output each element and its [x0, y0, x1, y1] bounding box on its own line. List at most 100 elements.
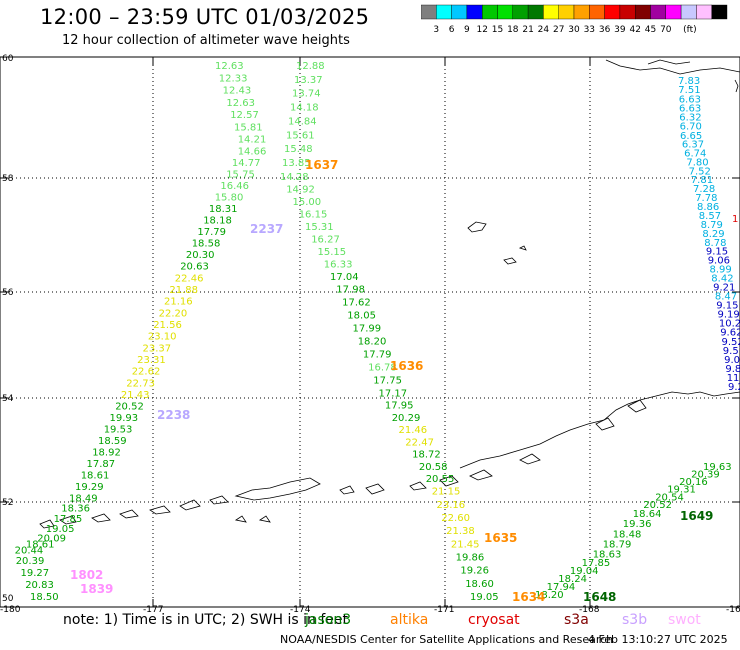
- track-value: 14.28: [280, 172, 309, 183]
- track-value: 20.52: [115, 402, 144, 413]
- colorbar-swatch: [619, 4, 636, 20]
- track-value: 13.85: [282, 158, 311, 169]
- track-value: 19.29: [75, 482, 104, 493]
- pass-time-label: 1636: [390, 359, 423, 373]
- track-value: 6.74: [684, 149, 706, 160]
- track-value: 8.86: [697, 202, 719, 213]
- track-value: 19.36: [623, 519, 652, 530]
- track-value: 15.31: [305, 222, 334, 233]
- track-value: 14.77: [232, 158, 261, 169]
- track-value: 6.32: [679, 113, 701, 124]
- track-value: 19.05: [46, 524, 75, 535]
- latitude-labels: 60 58 56 54 52 50: [2, 54, 14, 604]
- alaska-coast: [734, 79, 739, 93]
- track-value: 18.49: [69, 493, 98, 504]
- track-value: 12.63: [226, 98, 255, 109]
- track-value: 18.36: [61, 504, 90, 515]
- lon-label: -16: [726, 605, 740, 615]
- track-value: 21.16: [164, 297, 193, 308]
- track-value: 7.78: [695, 193, 717, 204]
- colorbar-label: 33: [584, 25, 595, 35]
- satellite-legend-altika: altika: [390, 612, 429, 628]
- track-value: 6.70: [680, 122, 702, 133]
- colorbar-swatch: [512, 4, 529, 20]
- track-value: 20.52: [643, 500, 672, 511]
- track-value: 15.81: [234, 122, 263, 133]
- colorbar-swatch: [497, 4, 514, 20]
- track-value: 15.00: [293, 197, 322, 208]
- satellite-legend-swot: swot: [668, 612, 701, 628]
- track-value: 22.62: [132, 367, 161, 378]
- track-value: 12.57: [230, 110, 259, 121]
- colorbar-swatch: [543, 4, 559, 20]
- track-value: 20.55: [426, 474, 455, 485]
- coastlines: [39, 59, 740, 529]
- track-value: 21.38: [446, 526, 475, 537]
- track-value: 14.21: [238, 135, 267, 146]
- colorbar-swatch: [650, 4, 667, 20]
- track-value: 21.43: [121, 390, 150, 401]
- lat-label: 60: [2, 54, 14, 64]
- pass-time-label: 2238: [157, 408, 190, 422]
- lat-label: 56: [2, 288, 14, 298]
- colorbar-swatch: [589, 4, 605, 20]
- track-value: 19.53: [104, 425, 133, 436]
- track-value: 13.37: [294, 75, 323, 86]
- alaska-coast: [647, 59, 691, 65]
- track-value: 14.92: [286, 184, 315, 195]
- track-value: 18.79: [603, 539, 632, 550]
- track-value: 9.57: [723, 346, 740, 357]
- pass-time-label: 1637: [305, 158, 338, 172]
- colorbar-labels: 3 6 9 12 15 18 21 24 27 30 33 36 39 42 45 70 (ft): [433, 25, 696, 35]
- track-value: 16.33: [324, 260, 353, 271]
- colorbar-swatch: [604, 4, 621, 20]
- edge-value: 1: [732, 214, 738, 225]
- timestamp: 4 Feb 13:10:27 UTC 2025: [588, 633, 728, 646]
- pribilof-island: [518, 245, 527, 251]
- track-value: 8.79: [701, 220, 723, 231]
- track-value: 15.15: [318, 247, 347, 258]
- track-value: 17.95: [385, 401, 414, 412]
- pass-time-label: 1634: [512, 590, 545, 604]
- track-value: 20.30: [186, 250, 215, 261]
- track-b-values: 12.88 13.37 13.74 14.18 14.84 15.61 15.48 13.85…: [280, 61, 499, 603]
- colorbar-label: 24: [538, 25, 550, 35]
- track-value: 9.62: [720, 328, 740, 339]
- track-value: 19.05: [470, 592, 499, 603]
- track-value: 18.24: [558, 574, 587, 585]
- satellite-legend-s3b: s3b: [622, 612, 648, 628]
- lon-label: -171: [434, 605, 454, 615]
- track-value: 14.66: [238, 147, 267, 158]
- colorbar-label: 18: [507, 25, 519, 35]
- pass-time-label: 1839: [80, 582, 113, 596]
- track-value: 7.52: [689, 166, 711, 177]
- track-value: 19.86: [456, 553, 485, 564]
- track-value: 17.62: [342, 297, 371, 308]
- track-value: 22.46: [175, 273, 204, 284]
- track-value: 18.63: [593, 549, 622, 560]
- track-value: 20.44: [15, 546, 44, 557]
- track-value: 21.46: [399, 425, 428, 436]
- track-value: 7.80: [686, 158, 708, 169]
- track-value: 21.15: [432, 487, 461, 498]
- axis-ticks: [0, 57, 740, 607]
- track-value: 22.47: [405, 438, 434, 449]
- track-value: 18.64: [633, 509, 662, 520]
- track-value: 8.57: [699, 211, 721, 222]
- lat-label: 58: [2, 174, 14, 184]
- track-value: 20.29: [392, 413, 421, 424]
- track-value: 22.20: [159, 308, 188, 319]
- satellite-legend-s3a: s3a: [564, 612, 589, 628]
- lat-label: 52: [2, 498, 13, 508]
- lat-label: 50: [2, 594, 14, 604]
- track-value: 17.85: [582, 558, 611, 569]
- track-value: 10.26: [719, 319, 740, 330]
- colorbar-label: 21: [522, 25, 533, 35]
- track-value: 17.79: [363, 349, 392, 360]
- colorbar-swatch: [634, 4, 651, 20]
- pass-time-label: 1802: [70, 568, 103, 582]
- track-value: 8.29: [702, 229, 724, 240]
- pass-time-labels: 1637 2237 1636 2238 1635 1634 1649 1648 …: [70, 158, 713, 604]
- lat-label: 54: [2, 394, 14, 404]
